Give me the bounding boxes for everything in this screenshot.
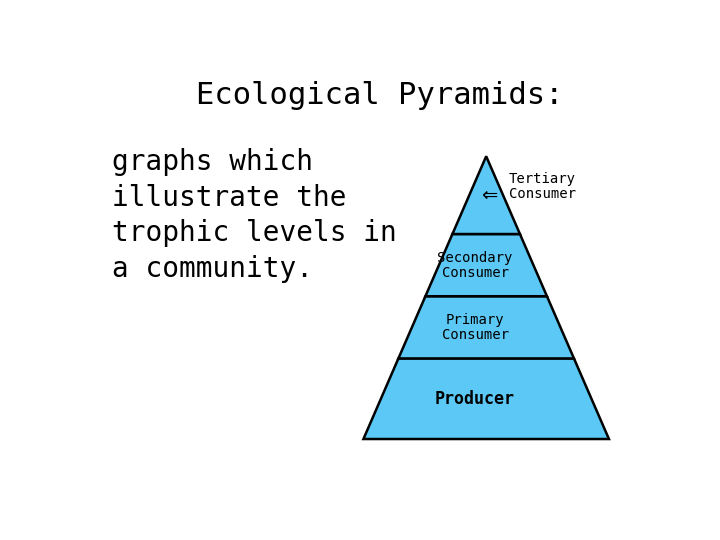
Text: Ecological Pyramids:: Ecological Pyramids: <box>197 82 564 111</box>
Text: Producer: Producer <box>435 390 515 408</box>
Text: ⇐: ⇐ <box>481 186 498 205</box>
Polygon shape <box>364 359 609 439</box>
Polygon shape <box>426 234 547 296</box>
Text: graphs which
illustrate the
trophic levels in
a community.: graphs which illustrate the trophic leve… <box>112 148 397 283</box>
Text: Tertiary
Consumer: Tertiary Consumer <box>508 172 575 201</box>
Text: Primary
Consumer: Primary Consumer <box>441 313 508 342</box>
Text: Secondary
Consumer: Secondary Consumer <box>437 251 513 280</box>
Polygon shape <box>398 296 574 359</box>
Polygon shape <box>452 156 520 234</box>
